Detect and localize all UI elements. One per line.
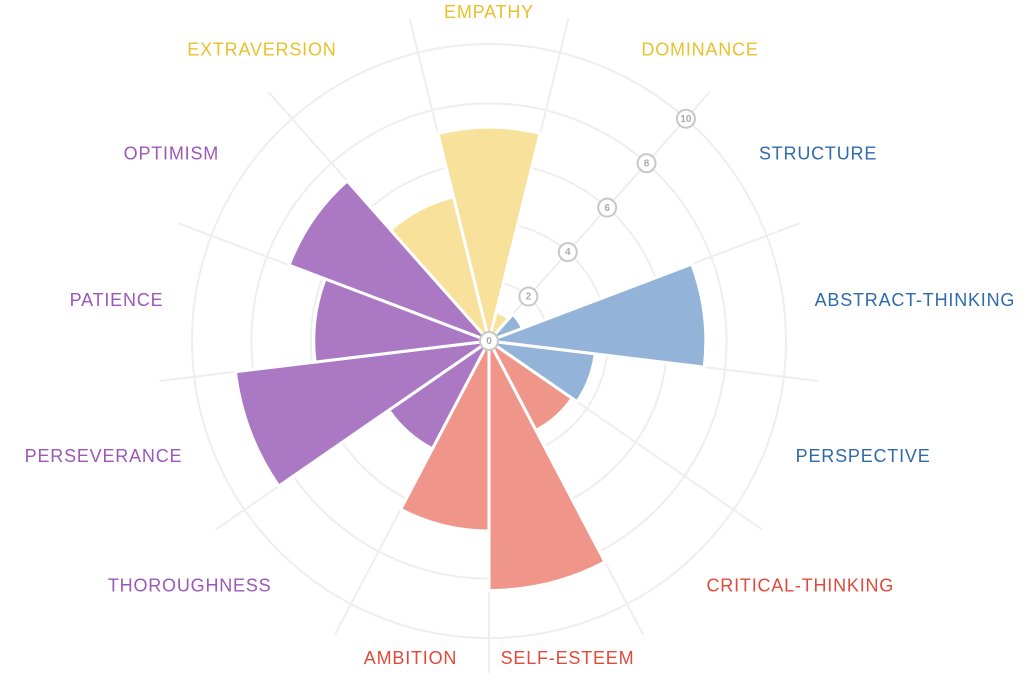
sector xyxy=(488,262,708,369)
r-tick-label: 4 xyxy=(565,247,571,258)
category-label: CRITICAL-THINKING xyxy=(707,575,895,595)
category-label: DOMINANCE xyxy=(641,39,758,59)
tick-badge xyxy=(518,286,539,307)
tick-badge xyxy=(557,242,578,263)
sector xyxy=(388,194,491,342)
sector xyxy=(233,339,490,489)
category-label: SELF-ESTEEM xyxy=(501,648,635,668)
category-label: STRUCTURE xyxy=(759,143,877,163)
category-label: ABSTRACT-THINKING xyxy=(815,290,1016,310)
category-label: OPTIMISM xyxy=(124,143,219,163)
r-tick-label: 2 xyxy=(526,292,532,303)
category-label: AMBITION xyxy=(364,648,457,668)
tick-badge xyxy=(597,197,618,218)
tick-badge xyxy=(479,331,499,351)
r-tick-label: 6 xyxy=(604,203,610,214)
sector xyxy=(436,125,542,342)
category-label: PERSEVERANCE xyxy=(25,446,183,466)
r-tick-label: 10 xyxy=(680,114,692,125)
category-label: PERSPECTIVE xyxy=(796,446,931,466)
sector xyxy=(287,178,491,343)
tick-badge xyxy=(675,108,696,129)
tick-badge xyxy=(636,153,657,174)
category-label: EXTRAVERSION xyxy=(187,39,336,59)
r-tick-label: 0 xyxy=(486,336,492,347)
category-label: EMPATHY xyxy=(444,2,534,22)
sector xyxy=(488,339,597,404)
r-tick-label: 8 xyxy=(644,158,650,169)
sector xyxy=(487,340,607,592)
category-label: THOROUGHNESS xyxy=(108,575,272,595)
sector xyxy=(398,340,491,533)
category-label: PATIENCE xyxy=(70,290,164,310)
